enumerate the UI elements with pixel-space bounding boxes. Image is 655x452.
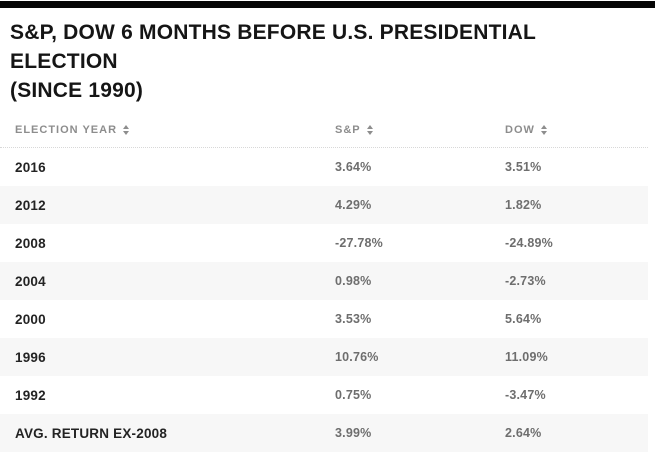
row-dow-value: 5.64% (505, 312, 542, 326)
row-sp-value: 3.99% (335, 426, 372, 440)
title-line-2: (SINCE 1990) (10, 79, 144, 102)
row-sp-value: 0.98% (335, 274, 372, 288)
table-row-2004: 2004 0.98% -2.73% (0, 262, 648, 300)
row-sp-value: 10.76% (335, 350, 379, 364)
table-row-avg-return: AVG. RETURN EX-2008 3.99% 2.64% (0, 414, 648, 452)
row-sp-value: 4.29% (335, 198, 372, 212)
table-row-1992: 1992 0.75% -3.47% (0, 376, 648, 414)
table-row-2012: 2012 4.29% 1.82% (0, 186, 648, 224)
sort-icon[interactable] (123, 125, 130, 135)
row-year: 2012 (15, 197, 46, 213)
row-sp-value: 0.75% (335, 388, 372, 402)
table-header-row: ELECTION YEAR S&P DOW (0, 113, 648, 148)
row-dow-value: 2.64% (505, 426, 542, 440)
row-dow-value: 3.51% (505, 160, 542, 174)
row-sp-value: 3.53% (335, 312, 372, 326)
column-header-election-year[interactable]: ELECTION YEAR (15, 124, 335, 136)
row-year: 2000 (15, 311, 46, 327)
row-year: 2016 (15, 159, 46, 175)
table-row-2008: 2008 -27.78% -24.89% (0, 224, 648, 262)
column-header-sp[interactable]: S&P (335, 124, 505, 136)
top-accent-bar (0, 1, 655, 8)
row-year: 2008 (15, 235, 46, 251)
table-body: 2016 3.64% 3.51% 2012 4.29% 1.82% 2008 -… (0, 148, 648, 452)
row-year: 1992 (15, 387, 46, 403)
page-title: S&P, DOW 6 MONTHS BEFORE U.S. PRESIDENTI… (0, 0, 655, 105)
row-dow-value: -24.89% (505, 236, 553, 250)
column-header-label: S&P (335, 124, 361, 136)
column-header-label: DOW (505, 124, 535, 136)
title-line-1: S&P, DOW 6 MONTHS BEFORE U.S. PRESIDENTI… (10, 21, 536, 73)
row-sp-value: 3.64% (335, 160, 372, 174)
table-row-2000: 2000 3.53% 5.64% (0, 300, 648, 338)
row-year: 2004 (15, 273, 46, 289)
table-row-2016: 2016 3.64% 3.51% (0, 148, 648, 186)
row-dow-value: 11.09% (505, 350, 548, 364)
column-header-label: ELECTION YEAR (15, 124, 118, 136)
row-dow-value: -2.73% (505, 274, 546, 288)
returns-table: ELECTION YEAR S&P DOW 2016 3.64% 3.51% 2… (0, 113, 648, 452)
sort-icon[interactable] (366, 125, 373, 135)
row-sp-value: -27.78% (335, 236, 383, 250)
row-dow-value: -3.47% (505, 388, 546, 402)
table-row-1996: 1996 10.76% 11.09% (0, 338, 648, 376)
sort-icon[interactable] (540, 125, 547, 135)
row-year: AVG. RETURN EX-2008 (15, 425, 168, 441)
row-year: 1996 (15, 349, 46, 365)
row-dow-value: 1.82% (505, 198, 542, 212)
column-header-dow[interactable]: DOW (505, 124, 648, 136)
